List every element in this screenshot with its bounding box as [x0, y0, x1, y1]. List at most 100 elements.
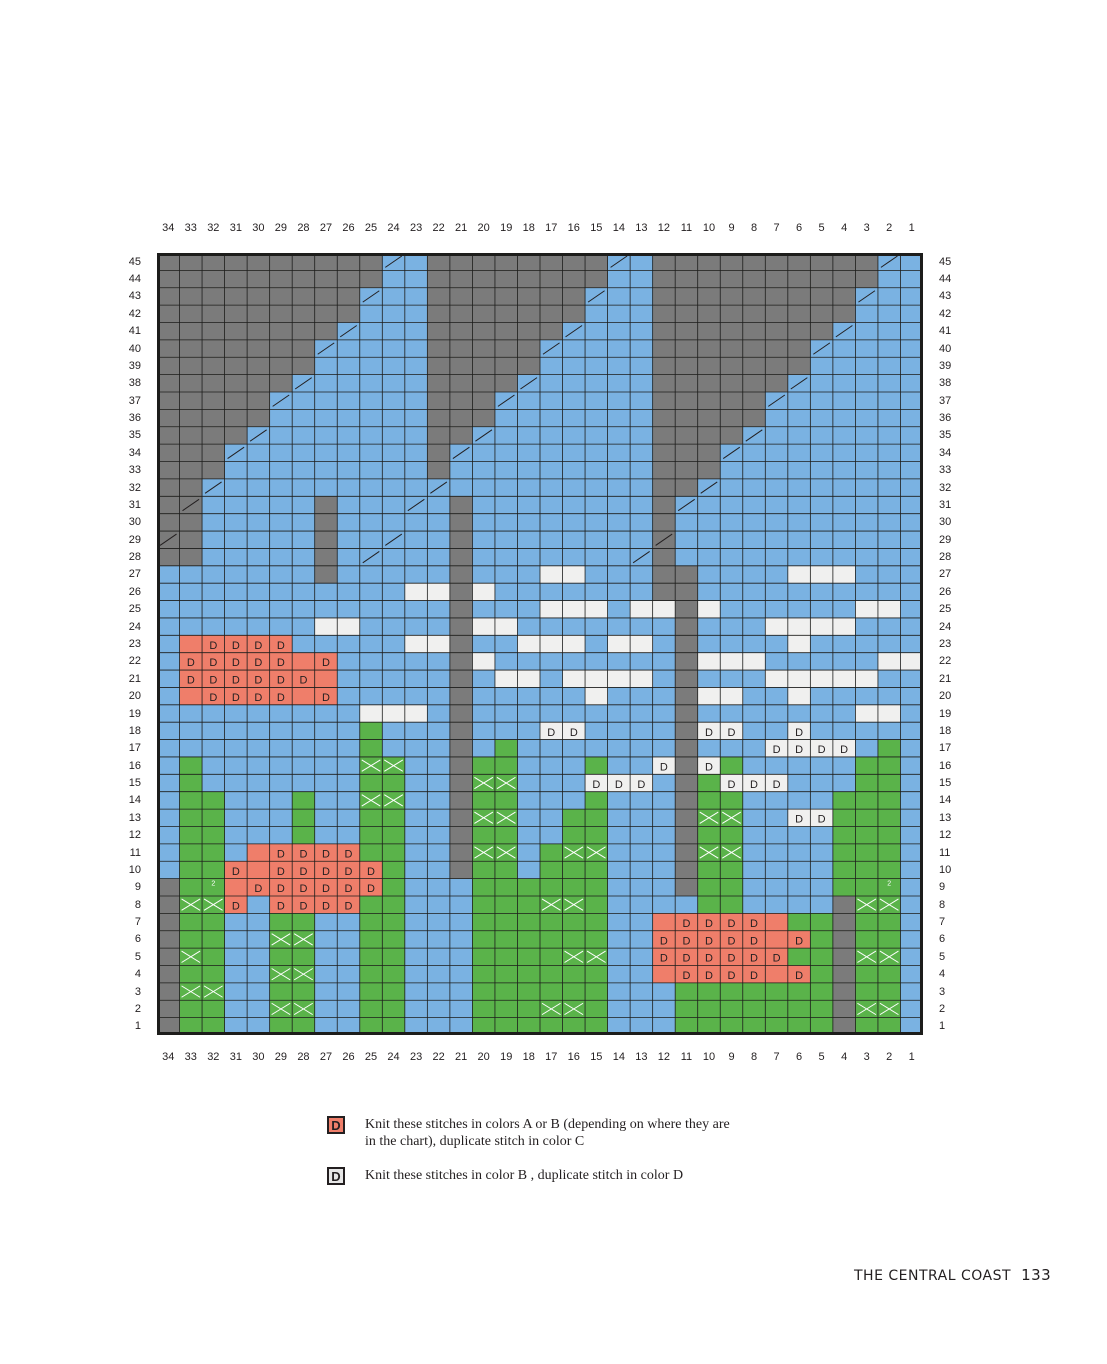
stitch-symbol: D [209, 640, 217, 652]
chart-cell [404, 1000, 428, 1018]
chart-cell [404, 704, 428, 723]
chart-cell [472, 965, 495, 983]
chart-cell [652, 583, 676, 601]
chart-cell [765, 409, 788, 427]
chart-cell [224, 513, 248, 532]
chart-cell [855, 270, 878, 288]
chart-cell [202, 826, 225, 844]
chart-cell [720, 617, 743, 636]
stitch-symbol: D [660, 762, 668, 774]
chart-cell [900, 600, 923, 618]
row-number: 37 [939, 394, 952, 407]
chart-cell [585, 322, 608, 340]
chart-cell [607, 982, 631, 1001]
chart-cell [337, 339, 360, 358]
chart-cell [562, 826, 586, 844]
cable-mark [474, 846, 494, 859]
chart-cell [494, 826, 518, 844]
chart-cell [607, 513, 631, 532]
chart-cell [630, 948, 653, 966]
cable-mark [271, 1002, 291, 1016]
chart-cell [562, 756, 586, 775]
chart-cell [810, 948, 833, 966]
chart-cell [224, 1000, 248, 1018]
chart-cell [494, 1000, 518, 1018]
chart-cell [247, 461, 270, 479]
row-number: 1 [134, 1020, 141, 1033]
chart-cell [855, 982, 878, 1001]
chart-cell [675, 895, 698, 914]
chart-cell [877, 739, 901, 757]
chart-cell [742, 617, 766, 636]
chart-cell [652, 426, 676, 445]
chart-cell [742, 548, 766, 566]
chart-cell [517, 704, 540, 723]
chart-cell [630, 322, 653, 340]
chart-cell [855, 305, 878, 323]
chart-cell [472, 861, 495, 879]
row-number: 45 [939, 255, 952, 268]
chart-cell [720, 652, 743, 671]
chart-cell [652, 322, 676, 340]
chart-cell [337, 687, 360, 705]
chart-cell [427, 756, 450, 775]
chart-cell [630, 339, 653, 358]
chart-cell [247, 791, 270, 810]
chart-cell [404, 444, 428, 462]
chart-cell [247, 948, 270, 966]
chart-cell [449, 948, 473, 966]
chart-cell [449, 739, 473, 757]
cable-mark [361, 759, 381, 772]
chart-cell [292, 583, 315, 601]
chart-cell [855, 739, 878, 757]
chart-cell [517, 287, 540, 306]
chart-cell [359, 948, 383, 966]
chart-cell [787, 739, 811, 757]
column-number: 13 [635, 1051, 648, 1063]
chart-cell [202, 774, 225, 792]
chart-cell [427, 617, 450, 636]
chart-cell [742, 357, 766, 375]
column-number: 19 [500, 222, 513, 234]
chart-cell [855, 253, 878, 271]
chart-cell [720, 270, 743, 288]
chart-cell [540, 635, 563, 653]
chart-cell [157, 878, 180, 896]
chart-cell [494, 322, 518, 340]
chart-cell [900, 444, 923, 462]
chart-cell [810, 322, 833, 340]
chart-cell [247, 861, 270, 879]
chart-cell [832, 253, 856, 271]
chart-cell [472, 982, 495, 1001]
chart-cell [202, 531, 225, 549]
chart-cell [292, 843, 315, 862]
chart-cell [202, 426, 225, 445]
chart-cell [382, 322, 405, 340]
chart-cell [269, 635, 293, 653]
decrease-mark [520, 377, 538, 390]
chart-cell [607, 652, 631, 671]
cable-mark [496, 776, 516, 790]
chart-cell [494, 565, 518, 584]
column-number: 24 [387, 1051, 400, 1063]
chart-cell [202, 565, 225, 584]
chart-cell [630, 583, 653, 601]
column-number: 10 [702, 222, 716, 234]
chart-cell [337, 791, 360, 810]
chart-cell [675, 583, 698, 601]
chart-cell [472, 756, 495, 775]
chart-cell [607, 565, 631, 584]
chart-cell [314, 513, 338, 532]
chart-cell [224, 861, 248, 879]
decrease-mark [880, 255, 898, 268]
chart-cell [900, 496, 923, 514]
chart-cell [765, 357, 788, 375]
row-number: 23 [939, 638, 952, 650]
chart-cell [607, 392, 631, 410]
chart-cell [269, 496, 293, 514]
chart-cell [832, 409, 856, 427]
row-number: 2 [134, 1002, 141, 1015]
chart-cell [202, 357, 225, 375]
chart-cell [427, 913, 450, 931]
chart-cell [382, 374, 405, 393]
